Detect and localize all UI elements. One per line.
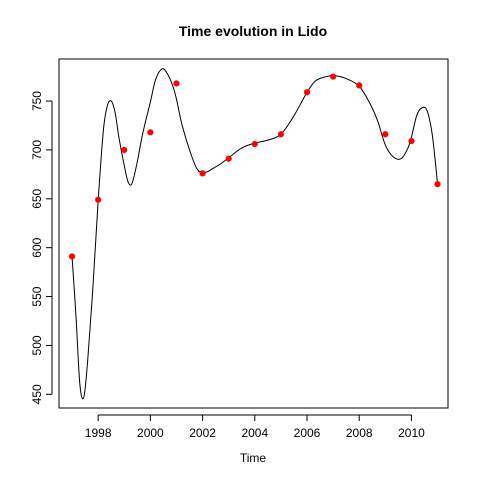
x-axis-label: Time: [240, 451, 267, 465]
y-tick-label: 700: [30, 140, 44, 160]
y-tick-label: 500: [30, 335, 44, 355]
y-tick-label: 450: [30, 384, 44, 404]
x-tick-label: 2004: [241, 426, 268, 440]
data-point: [251, 140, 258, 148]
x-tick-label: 1998: [85, 426, 112, 440]
data-point: [173, 80, 180, 87]
y-tick-label: 650: [30, 188, 44, 208]
data-point: [277, 131, 285, 138]
data-point: [303, 89, 311, 96]
data-point: [408, 138, 415, 145]
x-tick-label: 2002: [189, 426, 216, 440]
series-layer: [68, 68, 441, 400]
data-point: [434, 181, 441, 188]
y-tick-label: 750: [30, 91, 44, 111]
data-point: [356, 82, 363, 89]
x-tick-label: 2010: [398, 426, 425, 440]
data-point: [382, 131, 389, 138]
chart-title: Time evolution in Lido: [179, 23, 327, 39]
y-axis: 450 500 550 600 650 700 750: [30, 91, 53, 404]
data-point: [95, 196, 102, 203]
x-tick-label: 2008: [346, 426, 373, 440]
data-point: [330, 73, 337, 80]
data-point: [225, 155, 232, 162]
x-axis: 1998 2000 2002 2004 2006 2008 2010: [85, 414, 425, 440]
y-tick-label: 550: [30, 286, 44, 306]
x-tick-label: 2000: [137, 426, 164, 440]
y-tick-label: 600: [30, 237, 44, 257]
x-tick-label: 2006: [294, 426, 321, 440]
data-point: [121, 146, 128, 154]
plot-frame: [58, 58, 449, 409]
series-line: [71, 68, 439, 400]
data-point: [199, 170, 206, 177]
data-point: [147, 129, 154, 136]
data-point: [68, 253, 76, 260]
